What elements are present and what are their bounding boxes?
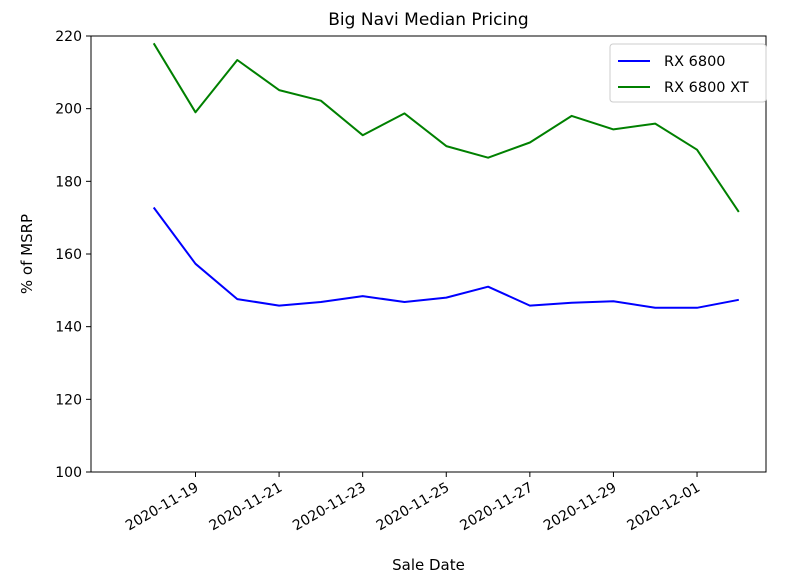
x-tick-label: 2020-11-19 <box>123 480 201 535</box>
x-tick-label: 2020-11-27 <box>457 480 535 535</box>
chart-title: Big Navi Median Pricing <box>328 10 528 30</box>
x-tick-label: 2020-11-23 <box>290 480 368 535</box>
legend-label-0: RX 6800 <box>664 54 726 70</box>
x-axis: 2020-11-19 2020-11-21 2020-11-23 2020-11-25… <box>123 472 703 534</box>
x-axis-label: Sale Date <box>392 556 465 574</box>
y-tick-label: 160 <box>55 247 82 263</box>
y-tick-label: 180 <box>55 174 82 190</box>
y-tick-label: 140 <box>55 320 82 336</box>
legend-label-1: RX 6800 XT <box>664 80 749 96</box>
x-tick-label: 2020-11-25 <box>374 480 452 535</box>
legend: RX 6800 RX 6800 XT <box>609 43 767 103</box>
x-tick-label: 2020-11-29 <box>541 480 619 535</box>
x-tick-label: 2020-11-21 <box>207 480 285 535</box>
series-line-0 <box>152 206 739 309</box>
y-tick-label: 120 <box>55 392 82 408</box>
y-axis: 100 120 140 160 180 200 220 <box>55 29 91 481</box>
y-tick-label: 100 <box>55 465 82 481</box>
x-tick-label: 2020-12-01 <box>625 480 703 535</box>
y-tick-label: 220 <box>55 29 82 45</box>
y-axis-label: % of MSRP <box>18 214 36 294</box>
series-line-1 <box>152 42 740 213</box>
y-tick-label: 200 <box>55 102 82 118</box>
plot-lines <box>152 42 740 309</box>
